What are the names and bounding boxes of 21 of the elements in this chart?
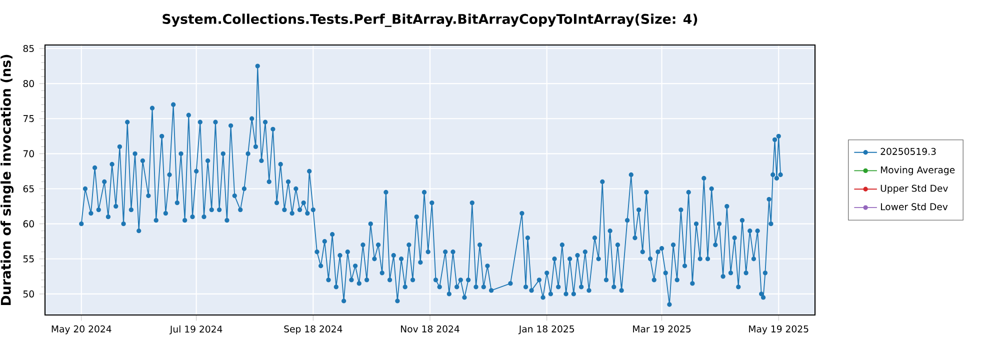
x-tick-label: Jul 19 2024 bbox=[169, 325, 222, 334]
y-tick-label: 60 bbox=[23, 220, 34, 228]
x-tick-label: May 19 2025 bbox=[749, 325, 808, 334]
legend-label: Moving Average bbox=[881, 166, 955, 176]
y-tick-label: 80 bbox=[23, 80, 34, 88]
x-tick-label: Mar 19 2025 bbox=[633, 325, 691, 332]
y-tick-label: 70 bbox=[23, 150, 34, 158]
x-tick-label: Jan 18 2025 bbox=[518, 325, 574, 334]
x-tick-label: Sep 18 2024 bbox=[284, 325, 342, 334]
y-tick-label: 65 bbox=[23, 185, 34, 192]
x-tick-label: May 20 2024 bbox=[52, 325, 112, 334]
legend-label: 20250519.3 bbox=[880, 148, 936, 155]
x-tick-label: Nov 18 2024 bbox=[401, 325, 460, 332]
y-tick-label: 55 bbox=[23, 255, 34, 262]
y-axis-title: Duration of single invocation (ns) bbox=[0, 54, 14, 305]
y-tick-label: 75 bbox=[23, 115, 34, 122]
y-tick-label: 50 bbox=[23, 290, 34, 298]
y-tick-label: 85 bbox=[23, 44, 34, 52]
chart-title: System.Collections.Tests.Perf_BitArray.BitArrayCopyToIntArray(Size: 4) bbox=[162, 14, 698, 27]
legend-label: Lower Std Dev bbox=[881, 203, 948, 210]
legend-label: Upper Std Dev bbox=[880, 184, 948, 194]
